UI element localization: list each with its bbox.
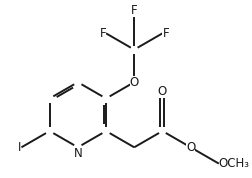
Text: F: F: [163, 27, 169, 40]
Text: N: N: [74, 147, 82, 160]
Text: O: O: [158, 85, 167, 98]
Text: I: I: [18, 141, 21, 154]
Text: F: F: [131, 4, 138, 17]
Text: O: O: [130, 76, 139, 89]
Text: O: O: [186, 141, 195, 154]
Text: F: F: [99, 27, 106, 40]
Text: OCH₃: OCH₃: [219, 157, 250, 170]
